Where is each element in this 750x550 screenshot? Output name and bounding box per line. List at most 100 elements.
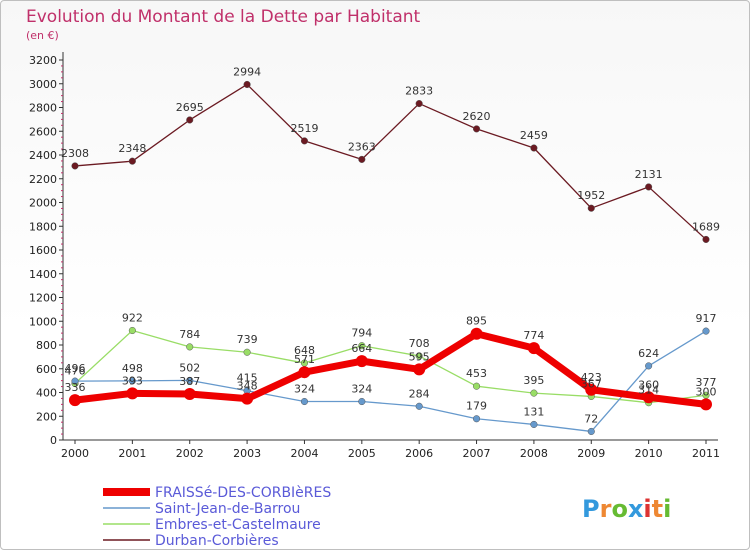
x-tick-label: 2000	[61, 447, 89, 460]
data-point	[472, 415, 481, 423]
data-point	[642, 391, 655, 404]
data-point	[71, 162, 79, 170]
data-label: 2308	[61, 147, 89, 160]
data-point	[585, 383, 598, 396]
data-point	[241, 392, 254, 405]
data-label: 2519	[290, 122, 318, 135]
data-label: 360	[638, 378, 659, 391]
x-tick-label: 2004	[290, 447, 318, 460]
data-label: 2994	[233, 65, 261, 78]
legend-label: FRAISSé-DES-CORBIèRES	[155, 485, 331, 501]
data-label: 496	[65, 362, 86, 375]
data-label: 2620	[463, 110, 491, 123]
y-tick-label: 1400	[29, 268, 57, 281]
data-point	[415, 402, 423, 410]
data-point	[126, 387, 139, 400]
data-point	[300, 137, 309, 145]
data-label: 453	[466, 367, 487, 380]
x-tick-label: 2002	[176, 447, 204, 460]
data-label: 2695	[176, 101, 204, 114]
series-lines	[71, 83, 710, 433]
data-point	[530, 420, 538, 428]
data-label: 624	[638, 347, 659, 360]
data-label: 314	[638, 384, 659, 397]
x-tick-label: 2007	[463, 447, 491, 460]
data-label: 387	[179, 375, 200, 388]
data-label: 922	[122, 312, 143, 325]
data-point	[358, 155, 366, 163]
x-tick-label: 2006	[405, 447, 433, 460]
data-label: 179	[466, 400, 487, 413]
x-tick-label: 2011	[692, 447, 720, 460]
chart-title: Evolution du Montant de la Dette par Hab…	[26, 7, 421, 27]
y-tick-label: 800	[36, 339, 57, 352]
data-point	[472, 382, 481, 390]
data-label: 393	[122, 374, 143, 387]
data-point	[700, 398, 712, 411]
series-line	[74, 330, 707, 433]
axes: 0 200 400 600 800 1000 1200 1400 1600 1800 2000 220…	[29, 52, 720, 460]
data-label: 595	[409, 350, 430, 363]
data-label: 648	[294, 344, 315, 357]
y-tick-label: 1000	[29, 315, 57, 328]
data-labels: 2308 2348 2695 2994 2519 2363 2833 2620 2459 1952…	[61, 65, 720, 425]
data-point	[702, 327, 710, 335]
data-point	[243, 80, 251, 89]
data-label: 423	[581, 371, 602, 384]
y-tick-label: 1600	[29, 244, 57, 257]
data-point	[183, 388, 196, 401]
data-point	[300, 397, 309, 406]
data-label: 367	[581, 377, 602, 390]
y-tick-label: 0	[50, 434, 57, 447]
data-label: 2131	[635, 168, 663, 181]
data-point	[470, 327, 483, 340]
data-point	[71, 377, 79, 385]
y-tick-label: 2200	[29, 173, 57, 186]
data-point	[587, 204, 595, 212]
x-tick-label: 2005	[348, 447, 376, 460]
data-point	[128, 326, 136, 335]
data-point	[413, 363, 426, 376]
data-point	[530, 389, 538, 397]
x-tick-label: 2003	[233, 447, 261, 460]
legend-label: Durban-Corbières	[155, 533, 279, 549]
data-point	[645, 183, 653, 191]
data-label: 502	[179, 361, 200, 374]
data-point	[702, 235, 710, 243]
y-tick-label: 400	[36, 387, 57, 400]
y-tick-label: 1800	[29, 220, 57, 233]
series-line	[71, 330, 710, 408]
y-tick-label: 1200	[29, 292, 57, 305]
data-point	[186, 116, 194, 124]
x-tick-label: 2010	[635, 447, 663, 460]
y-tick-label: 600	[36, 363, 57, 376]
y-tick-label: 2400	[29, 149, 57, 162]
y-tick-label: 2000	[29, 197, 57, 210]
y-tick-label: 3000	[29, 78, 57, 91]
data-label: 2459	[520, 129, 548, 142]
data-label: 336	[65, 381, 86, 394]
data-label: 415	[237, 372, 258, 385]
data-label: 708	[409, 337, 430, 350]
data-point	[69, 394, 81, 407]
data-label: 348	[237, 380, 258, 393]
data-label: 395	[523, 374, 544, 387]
data-label: 774	[523, 329, 544, 342]
chart-subtitle: (en €)	[26, 29, 59, 42]
data-point	[358, 397, 366, 406]
data-point	[243, 348, 251, 356]
data-label: 2833	[405, 85, 433, 98]
data-point	[186, 343, 194, 351]
data-label: 377	[696, 376, 717, 389]
data-point	[128, 157, 136, 165]
data-label: 739	[237, 333, 258, 346]
y-tick-label: 3200	[29, 54, 57, 67]
legend: FRAISSé-DES-CORBIèRESSaint-Jean-de-Barro…	[103, 485, 331, 549]
legend-label: Saint-Jean-de-Barrou	[155, 501, 300, 517]
data-label: 72	[584, 412, 598, 425]
x-tick-label: 2001	[118, 447, 146, 460]
data-label: 284	[409, 387, 430, 400]
legend-label: Embres-et-Castelmaure	[155, 517, 321, 533]
data-point	[472, 125, 481, 133]
